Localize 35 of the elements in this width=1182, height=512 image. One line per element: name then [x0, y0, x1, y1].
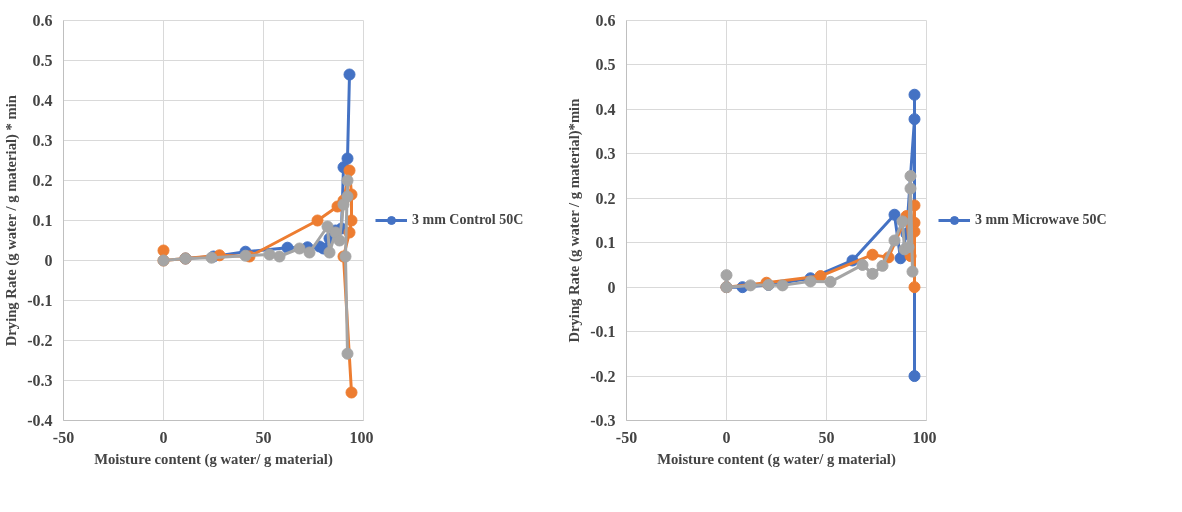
x-tick-label: 50	[818, 428, 835, 446]
x-tick-label: 50	[255, 428, 272, 446]
x-axis-title: Moisture content (g water/ g material)	[94, 450, 333, 468]
x-tick-label: -50	[52, 428, 75, 446]
y-tick-label: 0.6	[595, 12, 616, 29]
y-tick-label: -0.4	[27, 412, 53, 429]
x-axis-title: Moisture content (g water/ g material)	[657, 450, 896, 468]
y-tick-label: 0.5	[595, 56, 616, 74]
x-tick-label: 100	[349, 428, 374, 446]
y-tick-label: 0.4	[595, 100, 616, 118]
x-tick-label: 100	[912, 428, 937, 446]
x-tick-label: 0	[159, 428, 168, 446]
legend-label: 3 mm Microwave 50C	[975, 212, 1107, 228]
y-tick-label: 0.3	[32, 132, 53, 149]
y-tick-label: 0.1	[595, 234, 616, 252]
y-tick-label: 0.2	[32, 172, 53, 189]
y-tick-label: 0.1	[32, 212, 53, 229]
y-tick-label: 0.5	[32, 52, 53, 69]
legend-label: 3 mm Control 50C	[412, 212, 524, 228]
y-axis-title: Drying Rate (g water / g material) * min	[3, 94, 21, 347]
x-tick-label: 0	[722, 428, 731, 446]
y-tick-label: 0	[44, 252, 53, 269]
y-tick-label: -0.2	[27, 332, 53, 349]
y-tick-label: 0.6	[32, 12, 53, 29]
y-tick-label: 0.4	[32, 92, 53, 109]
y-tick-label: -0.1	[27, 292, 53, 309]
y-tick-label: -0.2	[590, 367, 616, 385]
y-tick-label: -0.3	[590, 412, 616, 429]
x-tick-label: -50	[615, 428, 638, 446]
y-tick-label: 0.2	[595, 189, 616, 207]
y-axis-title: Drying Rate (g water / g material)*min	[566, 98, 584, 343]
y-tick-label: -0.3	[27, 372, 53, 389]
y-tick-label: 0	[607, 278, 616, 296]
y-tick-label: 0.3	[595, 145, 616, 163]
y-tick-label: -0.1	[590, 323, 616, 341]
